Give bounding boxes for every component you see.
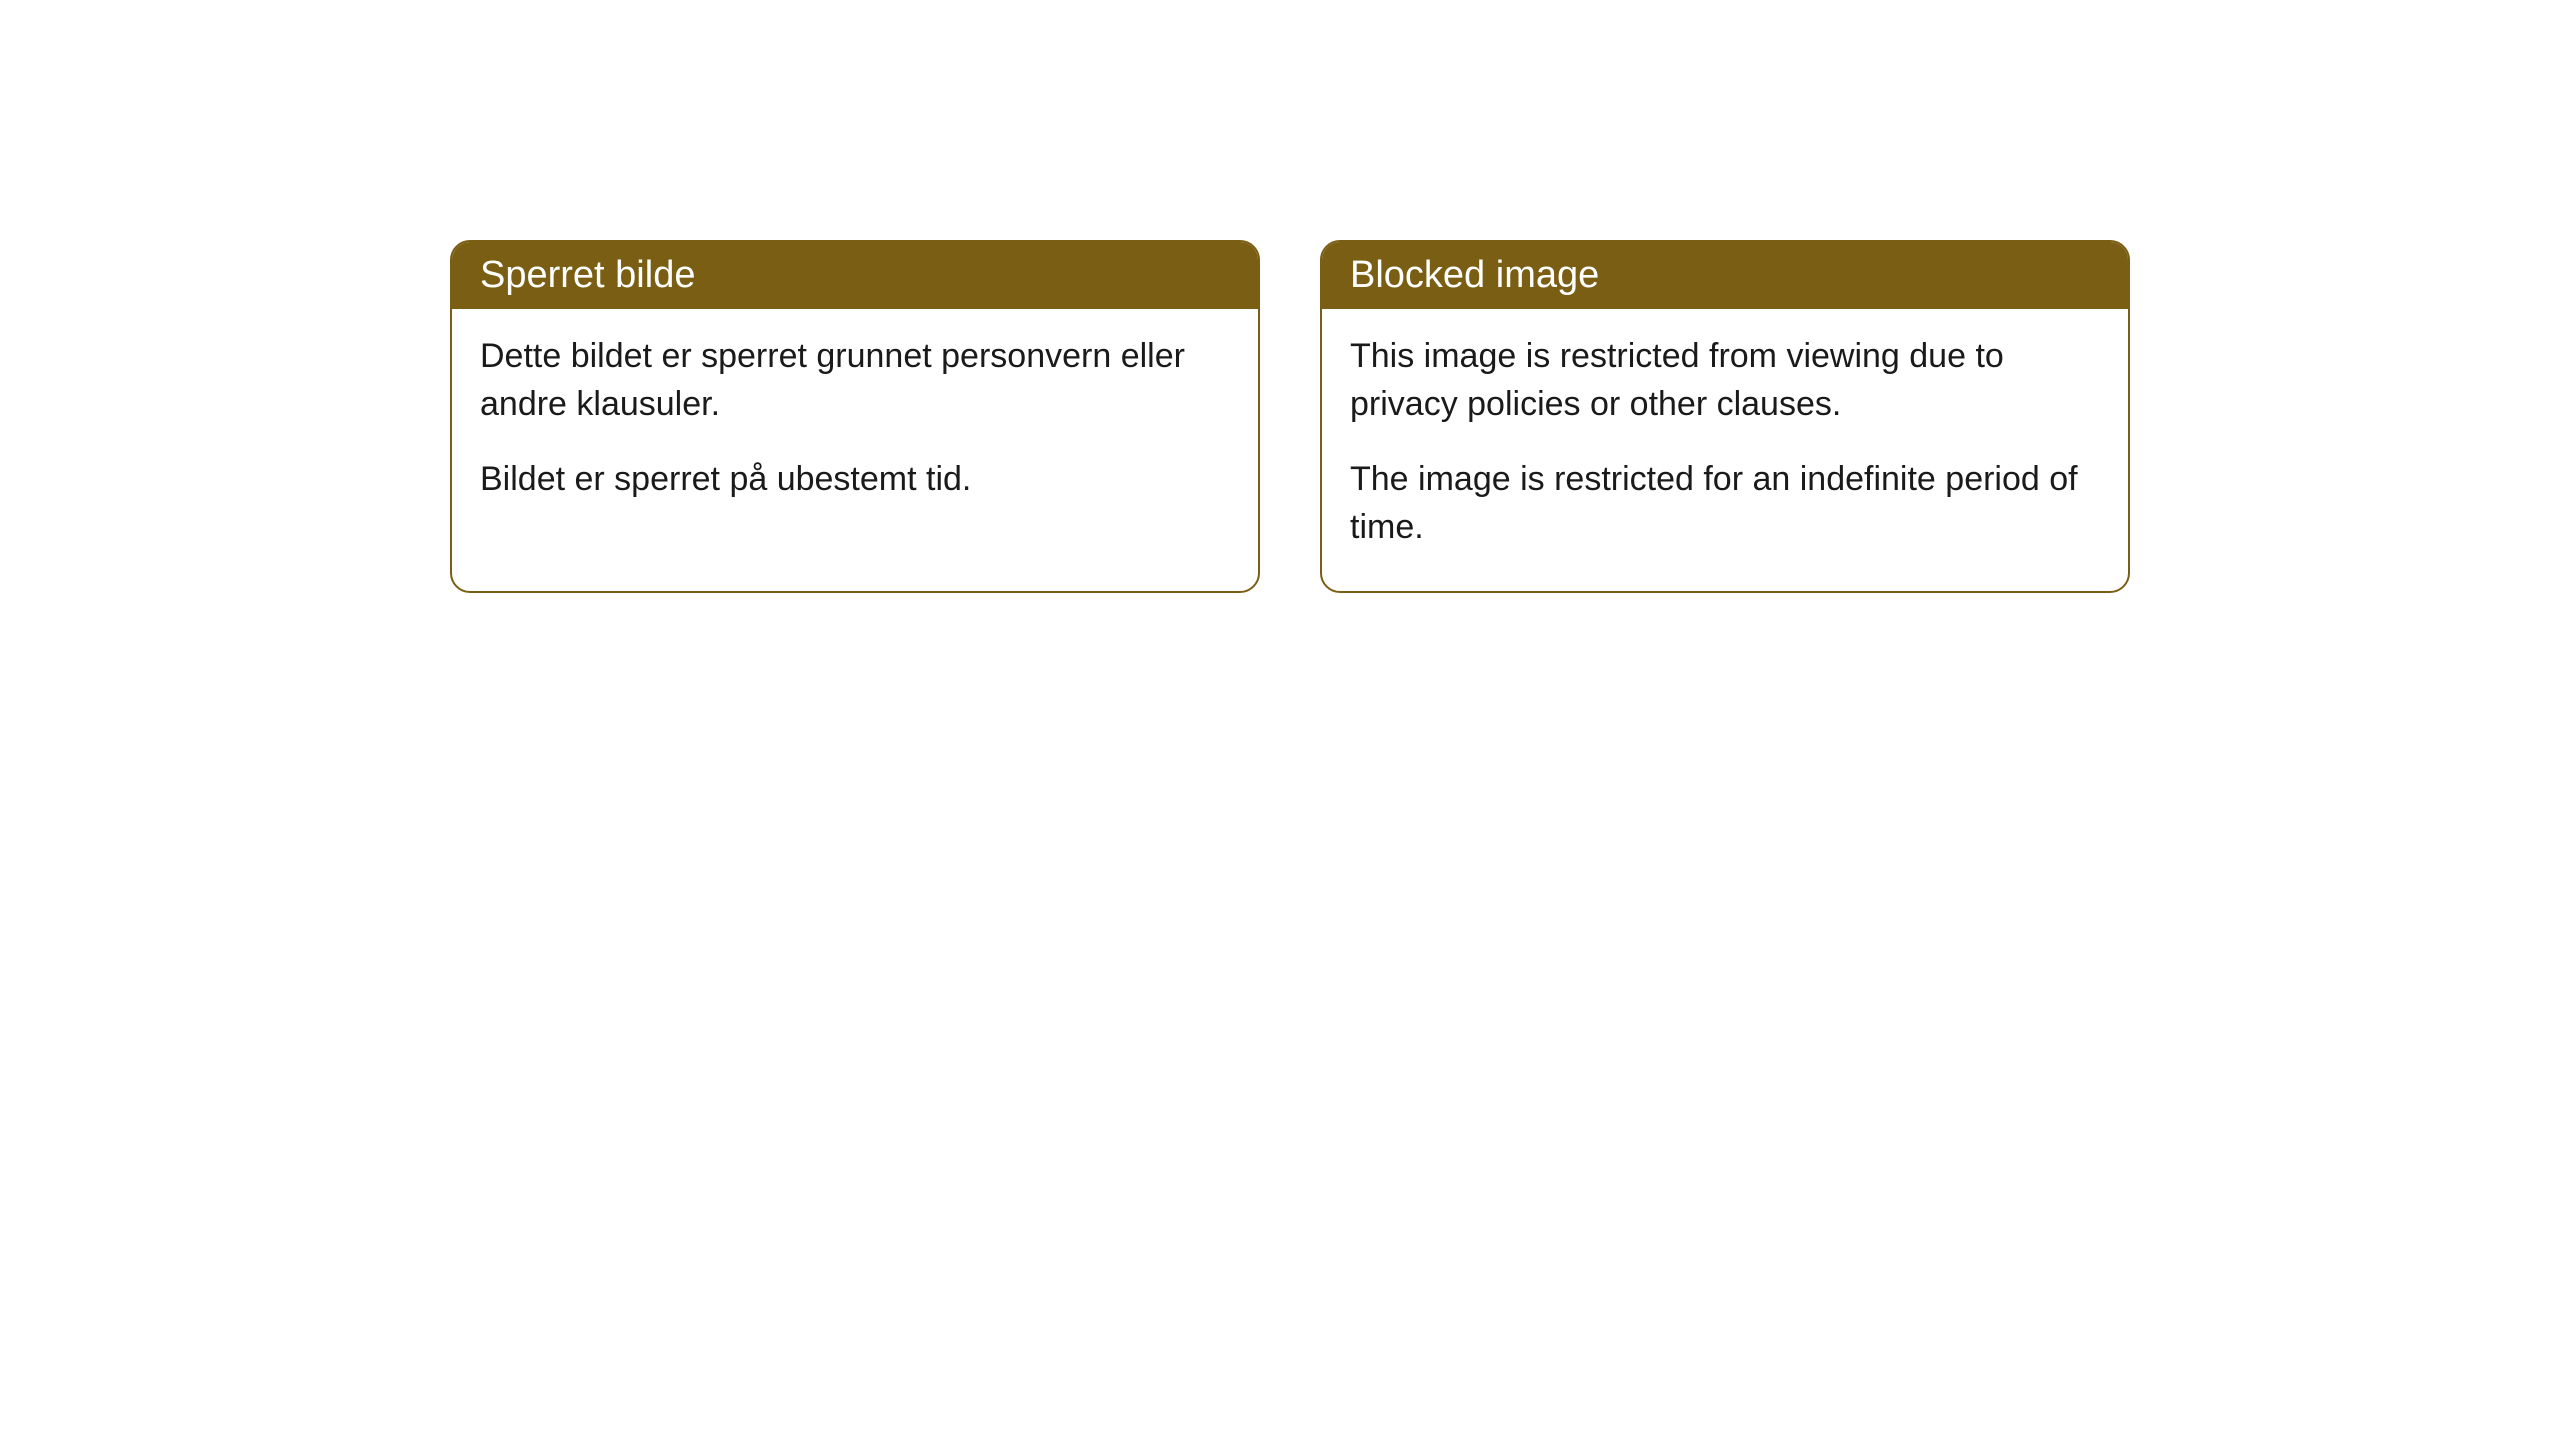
card-title-norwegian: Sperret bilde	[480, 254, 695, 296]
notice-container: Sperret bilde Dette bildet er sperret gr…	[450, 240, 2130, 593]
card-paragraph-2-norwegian: Bildet er sperret på ubestemt tid.	[480, 456, 1230, 504]
card-header-english: Blocked image	[1322, 242, 2128, 309]
card-paragraph-1-english: This image is restricted from viewing du…	[1350, 333, 2100, 428]
card-header-norwegian: Sperret bilde	[452, 242, 1258, 309]
card-paragraph-1-norwegian: Dette bildet er sperret grunnet personve…	[480, 333, 1230, 428]
card-paragraph-2-english: The image is restricted for an indefinit…	[1350, 456, 2100, 551]
blocked-image-card-english: Blocked image This image is restricted f…	[1320, 240, 2130, 593]
card-title-english: Blocked image	[1350, 254, 1599, 296]
card-body-norwegian: Dette bildet er sperret grunnet personve…	[452, 309, 1258, 544]
card-body-english: This image is restricted from viewing du…	[1322, 309, 2128, 591]
blocked-image-card-norwegian: Sperret bilde Dette bildet er sperret gr…	[450, 240, 1260, 593]
